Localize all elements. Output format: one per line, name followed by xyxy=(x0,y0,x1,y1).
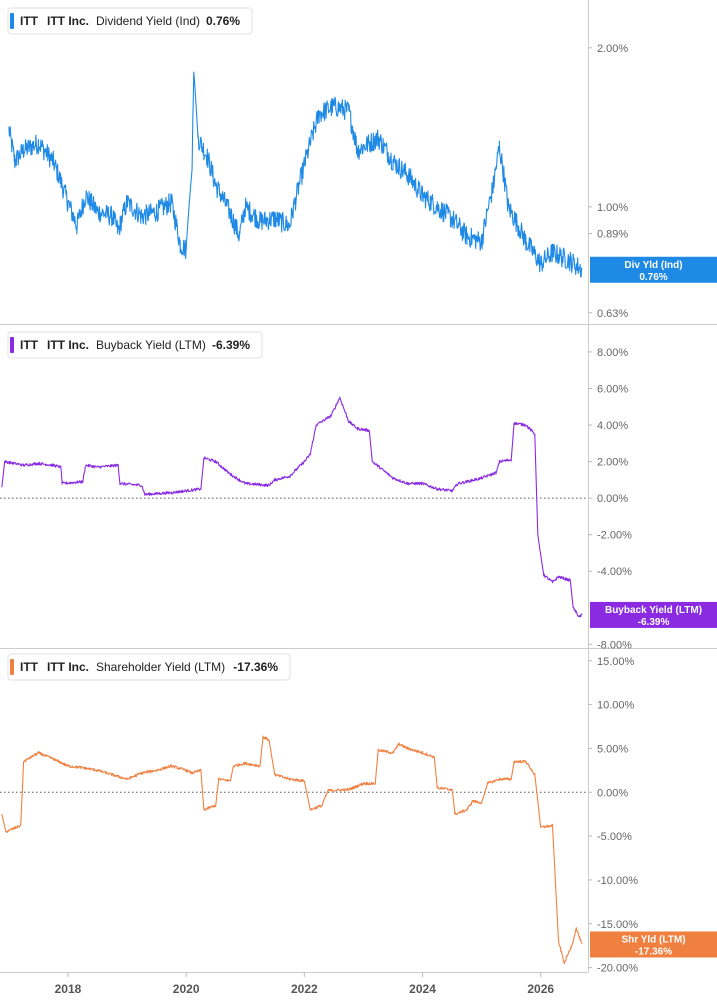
chart-panel-2: 8.00% 6.00% 4.00% 2.00% 0.00% -2.00% -4.00% -8.… xyxy=(0,331,717,651)
legend: ITT ITT Inc. Shareholder Yield (LTM) -17.36… xyxy=(7,653,291,681)
y-tick-label: 4.00% xyxy=(597,420,628,432)
current-value-tag: Div Yld (Ind)0.76% xyxy=(590,256,717,283)
chart-panel-1: 2.00% 1.00% 0.89% 0.63% ITT ITT Inc. Dividend … xyxy=(7,7,628,320)
tag-box xyxy=(590,601,717,628)
legend-swatch xyxy=(10,13,14,29)
y-tick-label: 0.89% xyxy=(597,229,628,241)
legend-metric: Shareholder Yield (LTM) xyxy=(96,660,225,674)
x-tick-label: 2024 xyxy=(409,982,436,996)
y-tick-label: -4.00% xyxy=(597,566,632,578)
legend-box xyxy=(7,331,263,359)
legend-value: -6.39% xyxy=(212,338,250,352)
series-line xyxy=(1,735,583,965)
legend-ticker: ITT xyxy=(20,660,39,674)
legend: ITT ITT Inc. Buyback Yield (LTM) -6.39% xyxy=(7,331,263,359)
legend-company: ITT Inc. xyxy=(47,660,89,674)
y-tick-label: 0.00% xyxy=(597,787,628,799)
y-tick-label: -8.00% xyxy=(597,639,632,651)
y-tick-label: 0.63% xyxy=(597,308,628,320)
y-tick-label: 10.00% xyxy=(597,700,635,712)
tag-value: -6.39% xyxy=(638,617,670,628)
x-tick-label: 2018 xyxy=(55,982,82,996)
tag-box xyxy=(590,256,717,283)
y-tick-label: -20.00% xyxy=(597,963,638,975)
legend-box xyxy=(7,653,291,681)
legend-box xyxy=(7,7,253,35)
legend-metric: Buyback Yield (LTM) xyxy=(96,338,206,352)
series-line xyxy=(1,396,583,618)
y-tick-label: 15.00% xyxy=(597,656,635,668)
legend-ticker: ITT xyxy=(20,338,39,352)
y-tick-label: 5.00% xyxy=(597,743,628,755)
series-line xyxy=(8,71,583,278)
legend-value: 0.76% xyxy=(206,14,240,28)
y-tick-label: 0.00% xyxy=(597,493,628,505)
y-tick-label: 2.00% xyxy=(597,457,628,469)
legend-ticker: ITT xyxy=(20,14,39,28)
x-tick-label: 2026 xyxy=(527,982,554,996)
y-tick-label: -2.00% xyxy=(597,530,632,542)
y-tick-label: -15.00% xyxy=(597,919,638,931)
legend: ITT ITT Inc. Dividend Yield (Ind) 0.76% xyxy=(7,7,253,35)
tag-label: Shr Yld (LTM) xyxy=(621,934,685,945)
legend-company: ITT Inc. xyxy=(47,338,89,352)
chart-panel-3: 15.00% 10.00% 5.00% 0.00% -5.00% -10.00% -15.0… xyxy=(0,653,717,975)
legend-swatch xyxy=(10,659,14,675)
current-value-tag: Shr Yld (LTM)-17.36% xyxy=(590,931,717,958)
y-tick-label: 2.00% xyxy=(597,43,628,55)
legend-metric: Dividend Yield (Ind) xyxy=(96,14,200,28)
current-value-tag: Buyback Yield (LTM)-6.39% xyxy=(590,601,717,628)
legend-company: ITT Inc. xyxy=(47,14,89,28)
tag-value: 0.76% xyxy=(639,272,667,283)
x-tick-label: 2022 xyxy=(291,982,318,996)
y-tick-label: -5.00% xyxy=(597,831,632,843)
tag-label: Div Yld (Ind) xyxy=(624,260,682,271)
legend-swatch xyxy=(10,337,14,353)
y-tick-label: -10.00% xyxy=(597,875,638,887)
legend-value: -17.36% xyxy=(233,660,278,674)
tag-value: -17.36% xyxy=(635,946,672,957)
tag-box xyxy=(590,931,717,958)
y-tick-label: 8.00% xyxy=(597,347,628,359)
x-tick-label: 2020 xyxy=(173,982,200,996)
y-tick-label: 6.00% xyxy=(597,383,628,395)
y-tick-label: 1.00% xyxy=(597,202,628,214)
tag-label: Buyback Yield (LTM) xyxy=(605,605,702,616)
